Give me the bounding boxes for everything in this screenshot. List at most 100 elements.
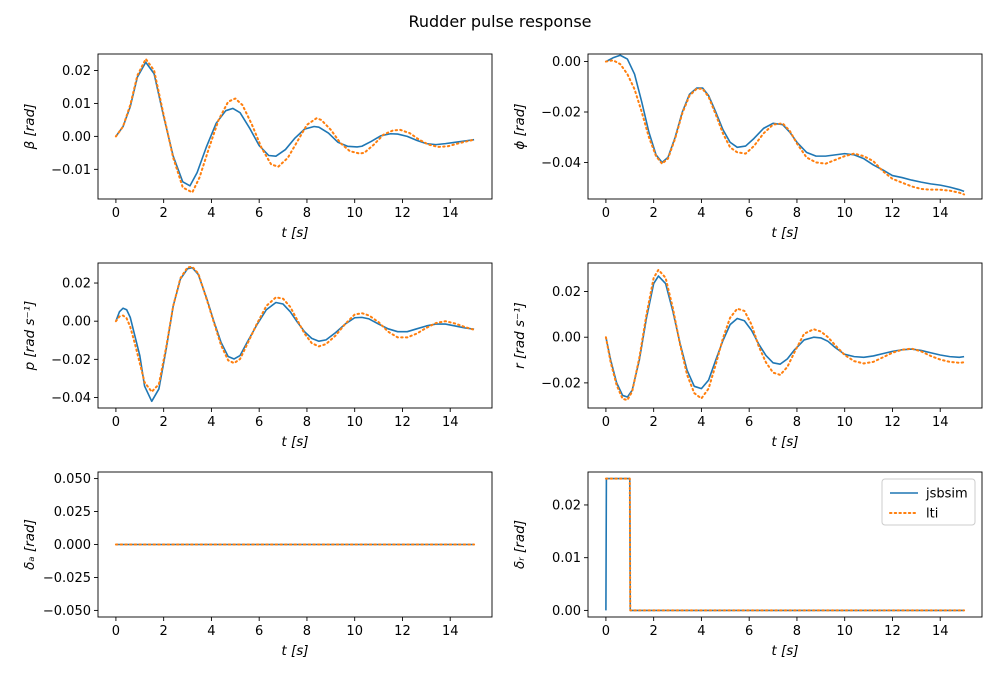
axes-frame — [587, 471, 983, 618]
y-tick-label: 0.00 — [552, 604, 581, 619]
x-axis-label: t [s] — [281, 434, 308, 450]
legend: jsbsim lti — [881, 478, 976, 526]
y-tick-label: 0.00 — [62, 315, 91, 330]
y-tick-label: 0.00 — [552, 55, 581, 70]
x-tick-label: 8 — [303, 415, 311, 430]
x-tick-label: 6 — [745, 624, 753, 639]
y-tick-label: −0.050 — [43, 604, 91, 619]
figure-title: Rudder pulse response — [408, 12, 591, 31]
legend-label-lti: lti — [926, 507, 938, 522]
series-lti-line — [114, 57, 476, 194]
x-tick-label: 8 — [793, 415, 801, 430]
x-tick-label: 10 — [346, 415, 363, 430]
x-tick-label: 6 — [255, 206, 263, 221]
x-axis-label: t [s] — [771, 434, 798, 450]
y-tick-label: 0.00 — [62, 130, 91, 145]
x-tick-label: 2 — [160, 624, 168, 639]
x-tick-label: 12 — [884, 624, 901, 639]
axes-frame — [587, 53, 983, 200]
x-tick-label: 4 — [697, 624, 705, 639]
y-tick-label: −0.02 — [541, 106, 581, 121]
y-tick-label: 0.01 — [62, 97, 91, 112]
x-tick-label: 4 — [697, 206, 705, 221]
y-tick-label: −0.04 — [51, 391, 91, 406]
x-tick-label: 12 — [394, 624, 411, 639]
y-tick-label: −0.02 — [51, 353, 91, 368]
x-tick-label: 14 — [932, 415, 949, 430]
x-tick-label: 14 — [932, 624, 949, 639]
series-jsbsim-line — [605, 54, 965, 193]
x-tick-label: 10 — [836, 415, 853, 430]
y-tick-label: 0.02 — [552, 285, 581, 300]
y-tick-label: 0.025 — [54, 505, 91, 520]
y-tick-label: 0.01 — [552, 551, 581, 566]
y-tick-label: −0.025 — [43, 571, 91, 586]
y-tick-label: 0.050 — [54, 472, 91, 487]
x-tick-label: 14 — [442, 415, 459, 430]
series-lti-line — [604, 268, 966, 402]
axes-frame — [97, 262, 493, 409]
x-tick-label: 12 — [394, 415, 411, 430]
y-axis-label: β [rad] — [22, 104, 38, 151]
y-tick-label: −0.04 — [541, 156, 581, 171]
y-tick-label: 0.02 — [62, 64, 91, 79]
x-tick-label: 8 — [303, 624, 311, 639]
x-tick-label: 6 — [745, 206, 753, 221]
y-tick-label: −0.02 — [541, 376, 581, 391]
subplot-1: 0 2 4 6 8 10 12 14 −0.01 0.00 0.01 0.02 t [s] β [rad] — [22, 53, 493, 241]
subplot-3: 0 2 4 6 8 10 12 14 −0.04 −0.02 0.00 0.02 t [s] p [rad… — [22, 262, 493, 450]
x-tick-label: 4 — [207, 206, 215, 221]
x-tick-label: 0 — [112, 415, 120, 430]
x-tick-label: 14 — [932, 206, 949, 221]
x-tick-label: 6 — [745, 415, 753, 430]
y-tick-label: 0.00 — [552, 331, 581, 346]
subplots: 0 2 4 6 8 10 12 14 −0.01 0.00 0.01 0.02 t [s] β [rad]… — [22, 53, 983, 659]
x-tick-label: 8 — [793, 624, 801, 639]
y-axis-label: ϕ [rad] — [512, 103, 528, 149]
x-tick-label: 12 — [884, 206, 901, 221]
axes-frame — [587, 262, 983, 409]
y-tick-label: 0.000 — [54, 538, 91, 553]
x-tick-label: 14 — [442, 624, 459, 639]
x-axis-label: t [s] — [281, 643, 308, 659]
legend-label-jsbsim: jsbsim — [925, 487, 968, 502]
x-tick-label: 10 — [346, 206, 363, 221]
x-axis-label: t [s] — [281, 225, 308, 241]
x-tick-label: 2 — [160, 206, 168, 221]
x-tick-label: 14 — [442, 206, 459, 221]
y-axis-label: r [rad s⁻¹] — [512, 302, 528, 369]
axes-frame — [97, 53, 493, 200]
x-tick-label: 2 — [160, 415, 168, 430]
series-jsbsim-line — [115, 61, 475, 187]
x-tick-label: 8 — [793, 206, 801, 221]
x-tick-label: 4 — [697, 415, 705, 430]
y-tick-label: 0.02 — [62, 277, 91, 292]
y-axis-label: p [rad s⁻¹] — [22, 301, 38, 372]
x-tick-label: 2 — [650, 624, 658, 639]
x-tick-label: 0 — [602, 624, 610, 639]
x-axis-label: t [s] — [771, 225, 798, 241]
subplot-4: 0 2 4 6 8 10 12 14 −0.02 0.00 0.02 t [s] r [rad s⁻¹] — [512, 262, 983, 450]
x-tick-label: 0 — [602, 415, 610, 430]
y-axis-label: δᵣ [rad] — [512, 520, 528, 569]
x-tick-label: 6 — [255, 415, 263, 430]
subplot-6: 0 2 4 6 8 10 12 14 0.00 0.01 0.02 t [s] δᵣ [rad] jsbs… — [512, 471, 983, 659]
x-tick-label: 0 — [112, 624, 120, 639]
series-lti-line — [604, 477, 966, 612]
x-tick-label: 12 — [884, 415, 901, 430]
x-tick-label: 10 — [346, 624, 363, 639]
y-axis-label: δₐ [rad] — [22, 519, 38, 570]
x-tick-label: 2 — [650, 206, 658, 221]
x-tick-label: 12 — [394, 206, 411, 221]
x-tick-label: 4 — [207, 415, 215, 430]
x-tick-label: 0 — [602, 206, 610, 221]
series-lti-line — [114, 265, 476, 393]
y-tick-label: 0.02 — [552, 498, 581, 513]
y-tick-label: −0.01 — [51, 163, 91, 178]
subplot-5: 0 2 4 6 8 10 12 14 −0.050 −0.025 0.000 0.025 0.050 t … — [22, 471, 493, 659]
x-tick-label: 8 — [303, 206, 311, 221]
x-tick-label: 2 — [650, 415, 658, 430]
series-lti-line — [604, 59, 966, 196]
series-jsbsim-line — [605, 275, 965, 398]
